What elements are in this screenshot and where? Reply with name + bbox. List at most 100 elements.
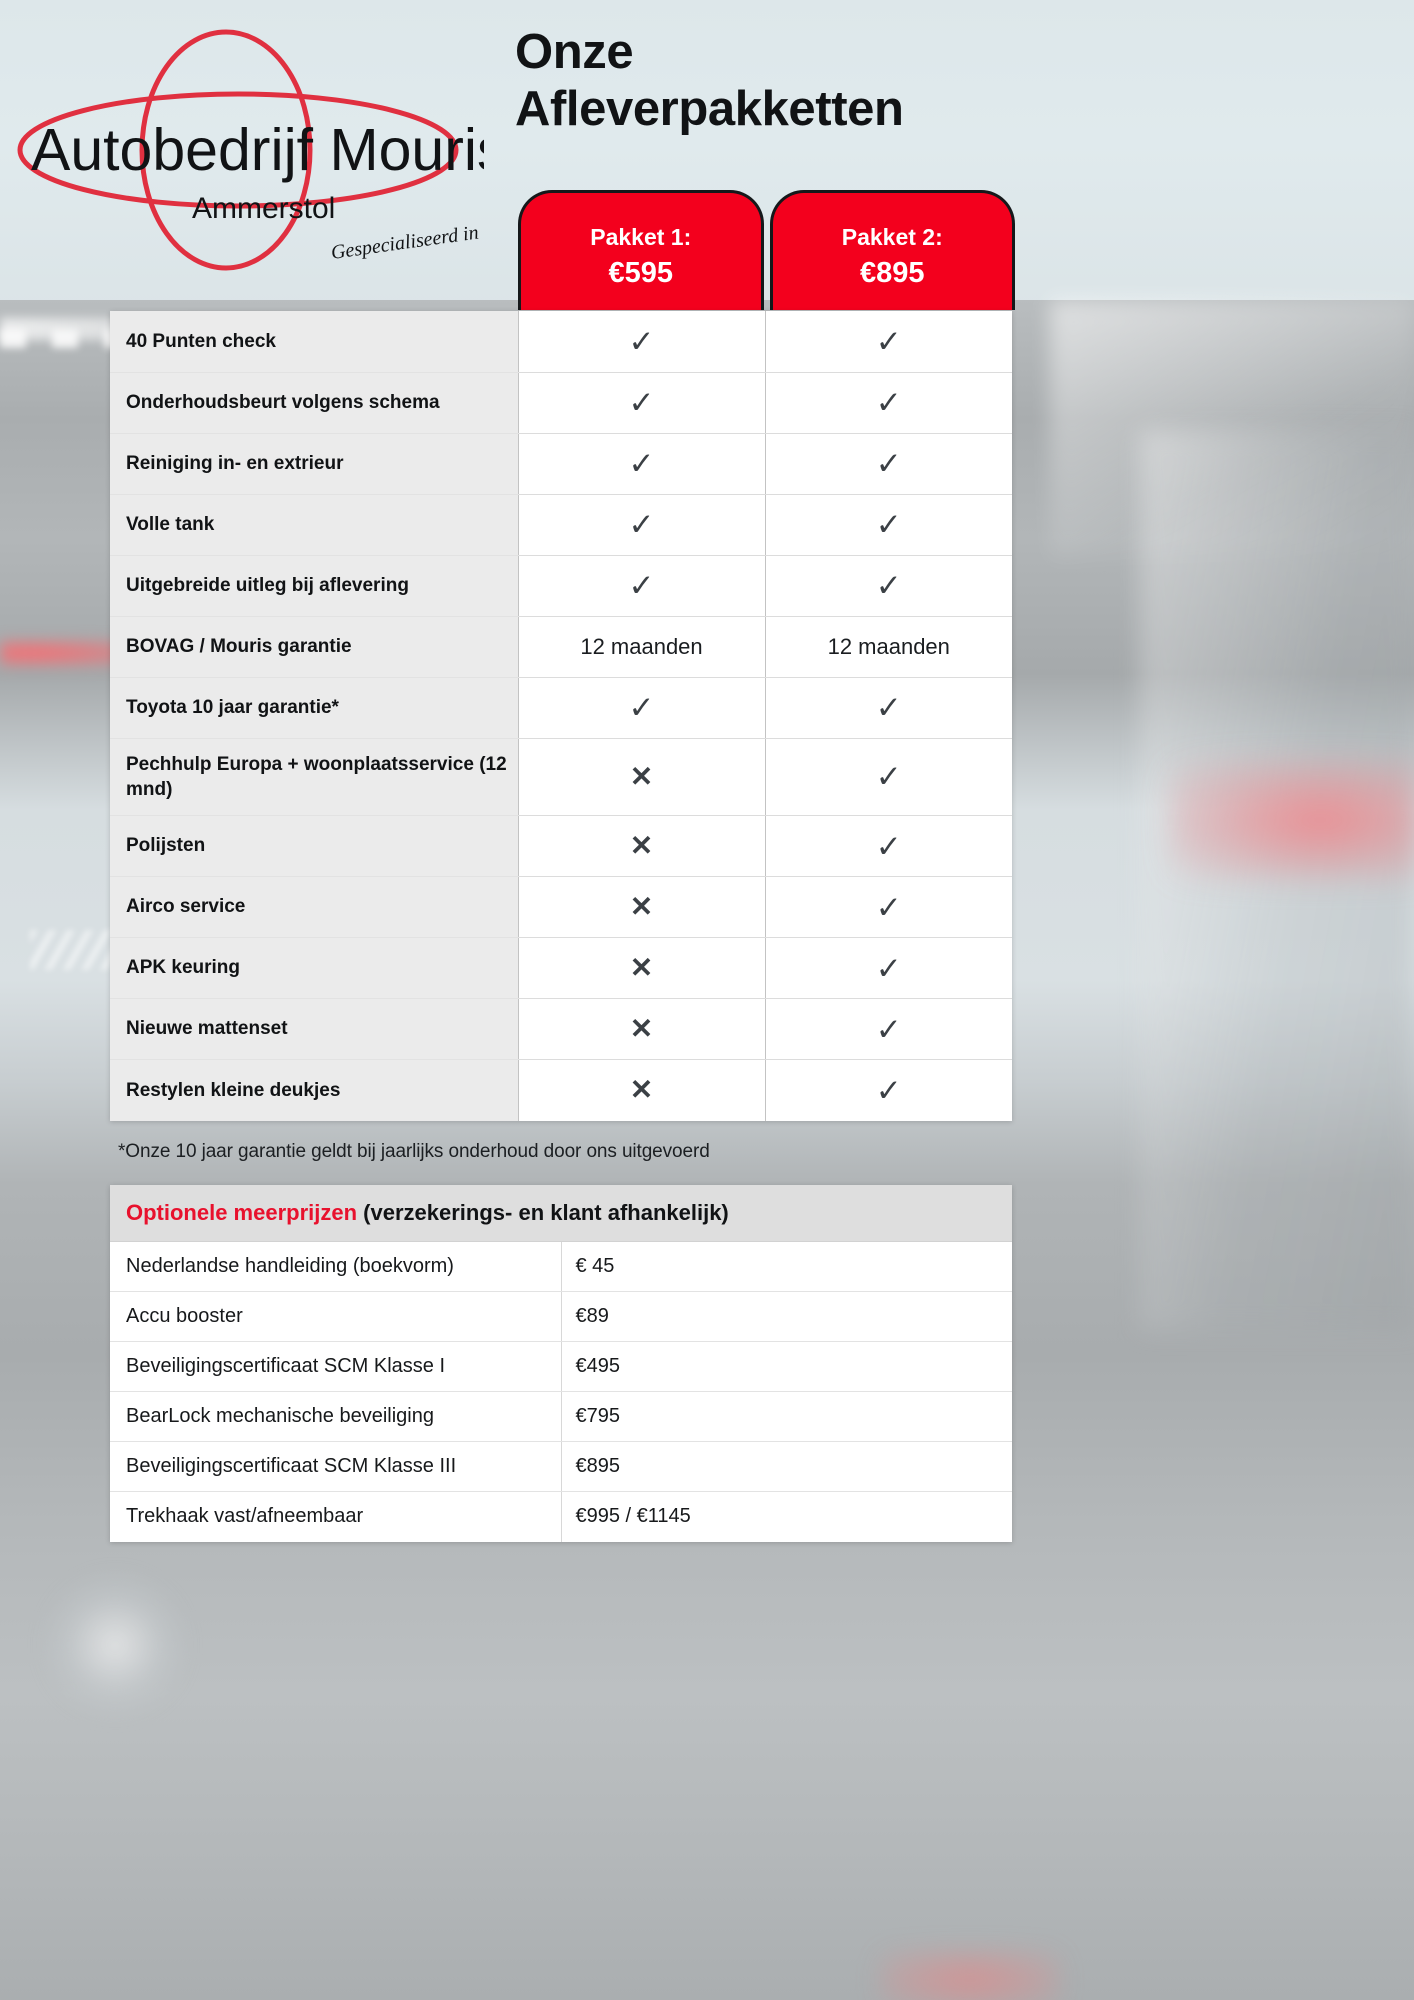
package-2-cell: ✓ [764,1059,1012,1121]
package-tab-1[interactable]: Pakket 1: €595 [518,190,764,310]
background-shade-right [1140,430,1414,1330]
option-name: Beveiligingscertificaat SCM Klasse I [110,1341,562,1392]
check-icon: ✓ [875,828,902,864]
background-taillight-bottom [880,1950,1060,2000]
table-row: Toyota 10 jaar garantie* ✓ ✓ [110,677,1012,739]
cross-icon: ✕ [629,952,654,984]
check-icon: ✓ [628,690,655,725]
check-icon: ✓ [628,323,655,359]
option-price: €895 [561,1441,1012,1492]
check-icon: ✓ [875,568,902,603]
package-1-cell: ✓ [517,311,765,373]
feature-label: APK keuring [110,937,518,1000]
package-1-cell: ✕ [517,937,765,1000]
table-row: Onderhoudsbeurt volgens schema ✓ ✓ [110,372,1012,434]
package-1-cell: ✓ [517,555,765,617]
table-row: Restylen kleine deukjes ✕ ✓ [110,1059,1012,1121]
package-2-cell: ✓ [764,372,1012,434]
package-2-cell: ✓ [764,555,1012,617]
package-1-price: €595 [608,256,673,289]
package-1-cell: ✕ [517,815,765,878]
check-icon: ✓ [875,690,902,725]
table-row: Airco service ✕ ✓ [110,876,1012,939]
cross-icon: ✕ [629,1013,654,1045]
package-1-cell: ✕ [517,876,765,939]
check-icon: ✓ [875,446,902,481]
option-price: € 45 [561,1241,1012,1292]
cross-icon: ✕ [629,760,654,792]
background-taillight-right [1170,760,1414,880]
check-icon: ✓ [875,1011,902,1047]
comparison-table: 40 Punten check ✓ ✓ Onderhoudsbeurt volgens… [110,311,1012,1121]
logo-tagline-text: Gespecialiseerd in Toyota [330,213,484,264]
package-2-cell: ✓ [764,494,1012,556]
option-name: Beveiligingscertificaat SCM Klasse III [110,1441,562,1492]
package-2-cell: ✓ [764,311,1012,373]
package-1-cell: ✓ [517,372,765,434]
option-row: Nederlandse handleiding (boekvorm) € 45 [110,1241,1012,1292]
package-2-cell: ✓ [764,815,1012,878]
cell-value-text: 12 maanden [580,633,703,659]
feature-label: 40 Punten check [110,311,518,373]
package-2-cell: ✓ [764,876,1012,939]
option-row: Beveiligingscertificaat SCM Klasse III €8… [110,1441,1012,1492]
option-name: Accu booster [110,1291,562,1342]
package-1-cell: ✓ [517,494,765,556]
package-2-cell: ✓ [764,433,1012,495]
table-row: BOVAG / Mouris garantie 12 maanden 12 maan… [110,616,1012,678]
option-price: €995 / €1145 [561,1491,1012,1542]
feature-label: Toyota 10 jaar garantie* [110,677,518,739]
package-1-cell: ✓ [517,433,765,495]
check-icon: ✓ [875,759,902,795]
feature-label: Polijsten [110,815,518,878]
cell-value-text: 12 maanden [827,633,950,659]
feature-label: Nieuwe mattenset [110,998,518,1061]
logo-graphic: Autobedrijf Mouris Ammerstol Gespecialis… [17,29,538,271]
cross-icon: ✕ [629,1074,654,1106]
check-icon: ✓ [875,507,902,542]
options-table: Optionele meerprijzen (verzekerings- en … [110,1185,1012,1542]
cross-icon: ✕ [629,830,654,862]
package-tab-2[interactable]: Pakket 2: €895 [769,190,1015,310]
package-1-cell: ✕ [517,738,765,817]
option-name: Trekhaak vast/afneembaar [110,1491,562,1542]
check-icon: ✓ [628,385,655,420]
feature-label: Reiniging in- en extrieur [110,433,518,495]
package-2-cell: 12 maanden [764,616,1012,678]
check-icon: ✓ [875,950,902,986]
options-heading-accent: Optionele meerprijzen [126,1200,358,1225]
table-row: Uitgebreide uitleg bij aflevering ✓ ✓ [110,555,1012,617]
option-name: BearLock mechanische beveiliging [110,1391,562,1442]
table-row: Nieuwe mattenset ✕ ✓ [110,998,1012,1061]
feature-label: Restylen kleine deukjes [110,1059,518,1121]
options-header-row: Optionele meerprijzen (verzekerings- en … [110,1185,1012,1242]
feature-label: BOVAG / Mouris garantie [110,616,518,678]
feature-label: Pechhulp Europa + woonplaatsservice (12 … [110,738,518,817]
option-price: €495 [561,1341,1012,1392]
background-wheel [40,1570,190,1720]
check-icon: ✓ [628,507,655,542]
check-icon: ✓ [875,323,902,359]
package-2-price: €895 [859,256,925,289]
option-price: €795 [561,1391,1012,1442]
option-row: BearLock mechanische beveiliging €795 [110,1391,1012,1442]
package-1-cell: ✓ [517,677,765,739]
package-1-cell: 12 maanden [517,616,765,678]
option-row: Accu booster €89 [110,1291,1012,1342]
check-icon: ✓ [875,385,902,420]
feature-label: Airco service [110,876,518,939]
company-logo: Autobedrijf Mouris Ammerstol Gespecialis… [14,22,538,282]
table-row: 40 Punten check ✓ ✓ [110,311,1012,373]
package-tabs: Pakket 1: €595 Pakket 2: €895 [518,190,1015,310]
options-heading-rest: (verzekerings- en klant afhankelijk) [357,1200,729,1225]
table-row: Volle tank ✓ ✓ [110,494,1012,556]
options-heading: Optionele meerprijzen (verzekerings- en … [110,1185,1012,1242]
check-icon: ✓ [628,568,655,603]
table-row: Polijsten ✕ ✓ [110,815,1012,878]
package-2-cell: ✓ [764,937,1012,1000]
page-title-line1: Onze [515,25,634,79]
feature-label: Onderhoudsbeurt volgens schema [110,372,518,434]
feature-label: Volle tank [110,494,518,556]
background-highlight-right [1050,300,1414,560]
table-row: APK keuring ✕ ✓ [110,937,1012,1000]
